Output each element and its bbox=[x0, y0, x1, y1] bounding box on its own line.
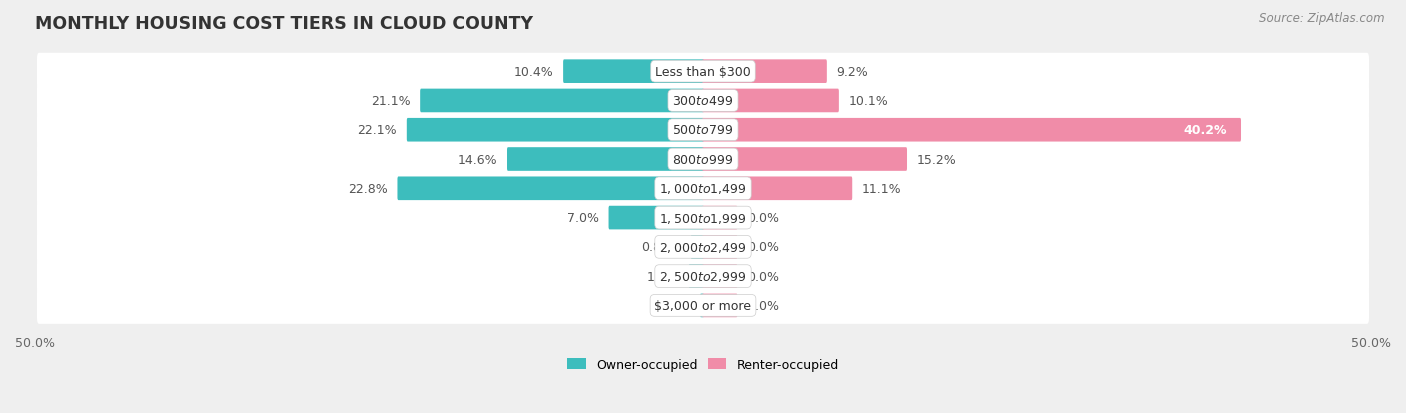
Text: $2,500 to $2,999: $2,500 to $2,999 bbox=[659, 270, 747, 283]
FancyBboxPatch shape bbox=[702, 294, 737, 318]
Text: 15.2%: 15.2% bbox=[917, 153, 956, 166]
FancyBboxPatch shape bbox=[690, 235, 704, 259]
FancyBboxPatch shape bbox=[406, 119, 704, 142]
Text: $500 to $799: $500 to $799 bbox=[672, 124, 734, 137]
FancyBboxPatch shape bbox=[702, 177, 852, 201]
FancyBboxPatch shape bbox=[702, 206, 737, 230]
FancyBboxPatch shape bbox=[700, 294, 704, 318]
Text: $1,000 to $1,499: $1,000 to $1,499 bbox=[659, 182, 747, 196]
FancyBboxPatch shape bbox=[702, 265, 737, 288]
Text: 0.0%: 0.0% bbox=[747, 299, 779, 312]
FancyBboxPatch shape bbox=[702, 119, 1241, 142]
FancyBboxPatch shape bbox=[37, 171, 1369, 207]
FancyBboxPatch shape bbox=[702, 235, 737, 259]
Text: 10.4%: 10.4% bbox=[513, 66, 554, 78]
FancyBboxPatch shape bbox=[702, 148, 907, 171]
Text: 0.0%: 0.0% bbox=[747, 241, 779, 254]
FancyBboxPatch shape bbox=[398, 177, 704, 201]
FancyBboxPatch shape bbox=[37, 200, 1369, 236]
Text: 40.2%: 40.2% bbox=[1184, 124, 1226, 137]
FancyBboxPatch shape bbox=[689, 265, 704, 288]
FancyBboxPatch shape bbox=[37, 54, 1369, 90]
Text: 14.6%: 14.6% bbox=[457, 153, 498, 166]
FancyBboxPatch shape bbox=[37, 287, 1369, 324]
FancyBboxPatch shape bbox=[609, 206, 704, 230]
Text: 10.1%: 10.1% bbox=[849, 95, 889, 108]
FancyBboxPatch shape bbox=[37, 258, 1369, 295]
Text: 0.85%: 0.85% bbox=[641, 241, 681, 254]
Text: 21.1%: 21.1% bbox=[371, 95, 411, 108]
Text: $1,500 to $1,999: $1,500 to $1,999 bbox=[659, 211, 747, 225]
FancyBboxPatch shape bbox=[702, 90, 839, 113]
FancyBboxPatch shape bbox=[37, 112, 1369, 149]
FancyBboxPatch shape bbox=[702, 60, 827, 84]
FancyBboxPatch shape bbox=[37, 83, 1369, 119]
Text: 0.0%: 0.0% bbox=[747, 270, 779, 283]
FancyBboxPatch shape bbox=[37, 141, 1369, 178]
Text: 22.1%: 22.1% bbox=[357, 124, 396, 137]
FancyBboxPatch shape bbox=[420, 90, 704, 113]
Text: 11.1%: 11.1% bbox=[862, 183, 901, 195]
Text: MONTHLY HOUSING COST TIERS IN CLOUD COUNTY: MONTHLY HOUSING COST TIERS IN CLOUD COUN… bbox=[35, 15, 533, 33]
Text: $800 to $999: $800 to $999 bbox=[672, 153, 734, 166]
Text: 7.0%: 7.0% bbox=[567, 211, 599, 225]
Text: Source: ZipAtlas.com: Source: ZipAtlas.com bbox=[1260, 12, 1385, 25]
Text: 9.2%: 9.2% bbox=[837, 66, 869, 78]
Text: 22.8%: 22.8% bbox=[347, 183, 388, 195]
FancyBboxPatch shape bbox=[508, 148, 704, 171]
Text: Less than $300: Less than $300 bbox=[655, 66, 751, 78]
Text: 0.0%: 0.0% bbox=[747, 211, 779, 225]
FancyBboxPatch shape bbox=[37, 229, 1369, 266]
Text: $3,000 or more: $3,000 or more bbox=[655, 299, 751, 312]
Text: 0.15%: 0.15% bbox=[651, 299, 690, 312]
Text: $2,000 to $2,499: $2,000 to $2,499 bbox=[659, 240, 747, 254]
Text: $300 to $499: $300 to $499 bbox=[672, 95, 734, 108]
Legend: Owner-occupied, Renter-occupied: Owner-occupied, Renter-occupied bbox=[562, 353, 844, 376]
FancyBboxPatch shape bbox=[564, 60, 704, 84]
Text: 1.0%: 1.0% bbox=[647, 270, 679, 283]
